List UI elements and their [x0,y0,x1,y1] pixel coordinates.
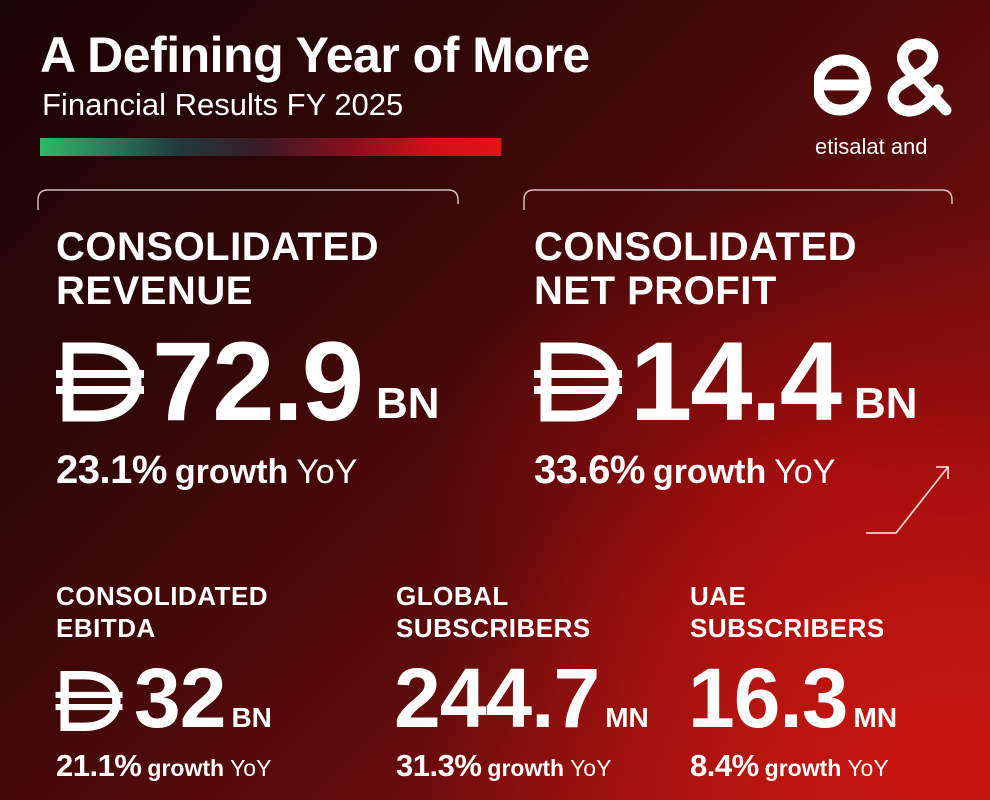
revenue-card: CONSOLIDATED REVENUE [56,225,379,313]
net-profit-unit: BN [853,379,918,428]
ebitda-growth-percent: 21.1% [56,748,142,783]
uae-subscribers-value: 16.3 [688,651,848,745]
revenue-label-line1: CONSOLIDATED [56,225,380,269]
e-ampersand-logo-icon [814,38,952,117]
net-profit-label-line2: NET PROFIT [534,269,777,313]
ebitda-card: CONSOLIDATED EBITDA [56,580,268,644]
revenue-growth-word: growth [174,453,289,491]
uae-subscribers-growth-word: growth [764,755,842,781]
revenue-unit: BN [375,379,440,428]
uae-subscribers-growth: 8.4% growth YoY [690,748,889,784]
ebitda-growth: 21.1% growth YoY [56,748,271,784]
revenue-growth-yoy: YoY [296,453,358,491]
net-profit-card: CONSOLIDATED NET PROFIT [534,225,857,313]
uae-subscribers-label-line1: UAE [690,581,747,611]
brand-logo-text: etisalat and [815,134,928,159]
net-profit-growth-word: growth [652,453,767,491]
net-profit-value-row: 14.4 BN [532,319,918,444]
global-subscribers-card: GLOBAL SUBSCRIBERS [396,580,591,644]
global-subscribers-growth-yoy: YoY [570,755,612,781]
page-title: A Defining Year of More [40,27,590,83]
uae-subscribers-growth-percent: 8.4% [690,748,759,783]
revenue-value: 72.9 [152,319,364,444]
global-subscribers-label-line1: GLOBAL [396,581,509,611]
revenue-value-row: 72.9 BN [54,319,440,444]
dirham-icon [55,670,123,732]
ebitda-value: 32 [134,651,226,745]
accent-gradient-bar [40,138,501,156]
global-subscribers-value: 244.7 [394,651,600,745]
uae-subscribers-value-row: 16.3 MN [688,651,898,745]
ebitda-unit: BN [231,702,272,733]
brand-logo: etisalat and [814,30,954,160]
growth-arrow-icon [866,466,949,534]
global-subscribers-unit: MN [605,702,649,733]
ebitda-label-line2: EBITDA [56,613,156,643]
revenue-label-line2: REVENUE [56,269,253,313]
uae-subscribers-growth-yoy: YoY [847,755,889,781]
dirham-icon [56,342,144,422]
revenue-growth-percent: 23.1% [56,448,167,492]
net-profit-growth-yoy: YoY [774,453,836,491]
ebitda-growth-word: growth [147,755,225,781]
uae-subscribers-unit: MN [853,702,898,733]
page-subtitle: Financial Results FY 2025 [42,87,404,122]
dirham-icon [534,342,622,422]
net-profit-label-line1: CONSOLIDATED [534,225,858,269]
ebitda-growth-yoy: YoY [230,755,272,781]
uae-subscribers-card: UAE SUBSCRIBERS [690,580,885,644]
ebitda-value-row: 32 BN [54,651,272,745]
revenue-growth: 23.1% growth YoY [56,448,357,493]
global-subscribers-value-row: 244.7 MN [394,651,649,745]
net-profit-card-frame [523,189,953,210]
global-subscribers-growth-percent: 31.3% [396,748,482,783]
global-subscribers-growth: 31.3% growth YoY [396,748,611,784]
ebitda-label-line1: CONSOLIDATED [56,581,269,611]
uae-subscribers-label-line2: SUBSCRIBERS [690,613,885,643]
net-profit-value: 14.4 [630,319,842,444]
revenue-card-frame [37,189,459,210]
global-subscribers-label-line2: SUBSCRIBERS [396,613,591,643]
global-subscribers-growth-word: growth [487,755,565,781]
net-profit-growth-percent: 33.6% [534,448,645,492]
net-profit-growth: 33.6% growth YoY [534,448,835,493]
